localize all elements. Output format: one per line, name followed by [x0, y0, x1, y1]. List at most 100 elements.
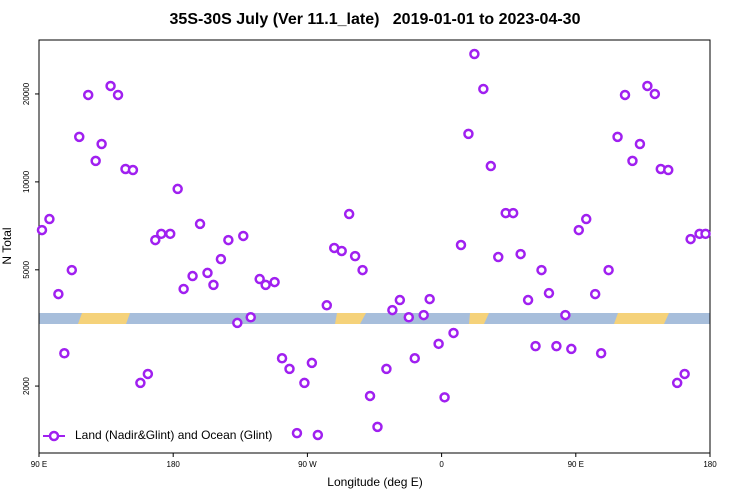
x-tick-label: 180	[167, 460, 181, 469]
data-point	[522, 294, 534, 306]
data-point	[312, 429, 324, 441]
x-tick-label: 90 E	[568, 460, 584, 469]
data-point	[156, 228, 167, 240]
data-point	[299, 377, 310, 389]
legend-label: Land (Nadir&Glint) and Ocean (Glint)	[75, 428, 272, 442]
data-point	[215, 253, 227, 265]
y-axis-label: N Total	[0, 227, 14, 264]
data-point	[44, 213, 55, 225]
data-point	[507, 207, 519, 219]
data-point	[662, 164, 674, 176]
data-point	[455, 239, 467, 251]
data-point	[671, 377, 683, 389]
data-point	[372, 421, 383, 433]
data-point	[642, 80, 653, 92]
data-point	[245, 312, 256, 323]
data-point	[74, 131, 85, 143]
data-point	[164, 228, 176, 240]
land-patch	[614, 313, 669, 324]
data-point	[679, 368, 690, 380]
data-point	[254, 273, 265, 285]
legend: Land (Nadir&Glint) and Ocean (Glint)	[43, 428, 272, 442]
data-point	[573, 224, 585, 236]
y-tick-label: 10000	[22, 170, 31, 193]
data-point	[59, 348, 70, 359]
data-point	[269, 276, 280, 288]
data-point	[418, 309, 429, 321]
x-tick-label: 90 W	[298, 460, 317, 469]
data-point	[612, 131, 623, 143]
data-point	[649, 88, 661, 100]
surface-band	[39, 313, 710, 324]
data-point	[90, 155, 101, 167]
data-point	[685, 233, 696, 245]
data-point	[433, 338, 444, 350]
ocean-band	[39, 313, 710, 324]
y-tick-label: 20000	[22, 82, 31, 105]
x-tick-label: 0	[439, 460, 444, 469]
data-point	[409, 353, 421, 364]
data-point	[306, 357, 318, 369]
data-point	[223, 234, 234, 246]
data-point	[381, 363, 392, 375]
data-point	[530, 340, 541, 352]
data-point	[580, 213, 592, 225]
data-point	[536, 264, 547, 276]
data-point	[194, 218, 206, 230]
data-point	[627, 155, 638, 167]
data-point	[595, 348, 607, 359]
data-point	[238, 230, 249, 242]
data-point	[321, 300, 333, 311]
data-point	[202, 267, 213, 279]
data-point	[82, 89, 94, 101]
data-point	[493, 251, 504, 263]
data-point	[96, 138, 107, 150]
data-point	[589, 288, 601, 300]
data-point	[357, 264, 368, 276]
data-point	[469, 48, 480, 60]
data-point	[343, 208, 355, 220]
data-point	[463, 128, 474, 140]
data-point	[619, 89, 631, 101]
data-point	[403, 312, 415, 323]
land-patch	[78, 313, 130, 324]
data-point	[142, 368, 154, 380]
x-tick-label: 180	[703, 460, 717, 469]
data-point	[187, 270, 198, 282]
data-point	[543, 287, 555, 299]
data-point	[478, 83, 489, 95]
data-point	[551, 340, 562, 352]
data-point	[448, 327, 459, 339]
data-point	[700, 228, 711, 240]
data-point	[178, 283, 189, 295]
data-point	[336, 245, 347, 257]
data-point	[424, 293, 435, 305]
data-point	[560, 309, 571, 321]
land-patch	[335, 313, 366, 324]
y-tick-label: 5000	[22, 260, 31, 278]
data-point	[634, 138, 646, 150]
y-tick-label: 2000	[22, 377, 31, 395]
data-point	[291, 427, 303, 439]
data-point	[603, 264, 614, 276]
data-point	[260, 279, 271, 291]
land-patch	[469, 313, 489, 324]
x-axis-label: Longitude (deg E)	[327, 475, 422, 489]
data-point	[485, 160, 497, 172]
data-point	[127, 164, 139, 176]
data-point	[364, 390, 376, 402]
data-point	[349, 250, 361, 262]
data-point	[276, 353, 288, 364]
data-point	[112, 89, 124, 101]
data-point	[53, 288, 64, 300]
data-point	[150, 234, 161, 246]
data-point	[284, 363, 295, 375]
data-point	[387, 304, 398, 316]
legend-marker	[48, 430, 60, 442]
data-point	[394, 294, 406, 306]
data-point	[36, 224, 48, 236]
x-tick-label: 90 E	[31, 460, 47, 469]
data-point	[232, 317, 243, 329]
